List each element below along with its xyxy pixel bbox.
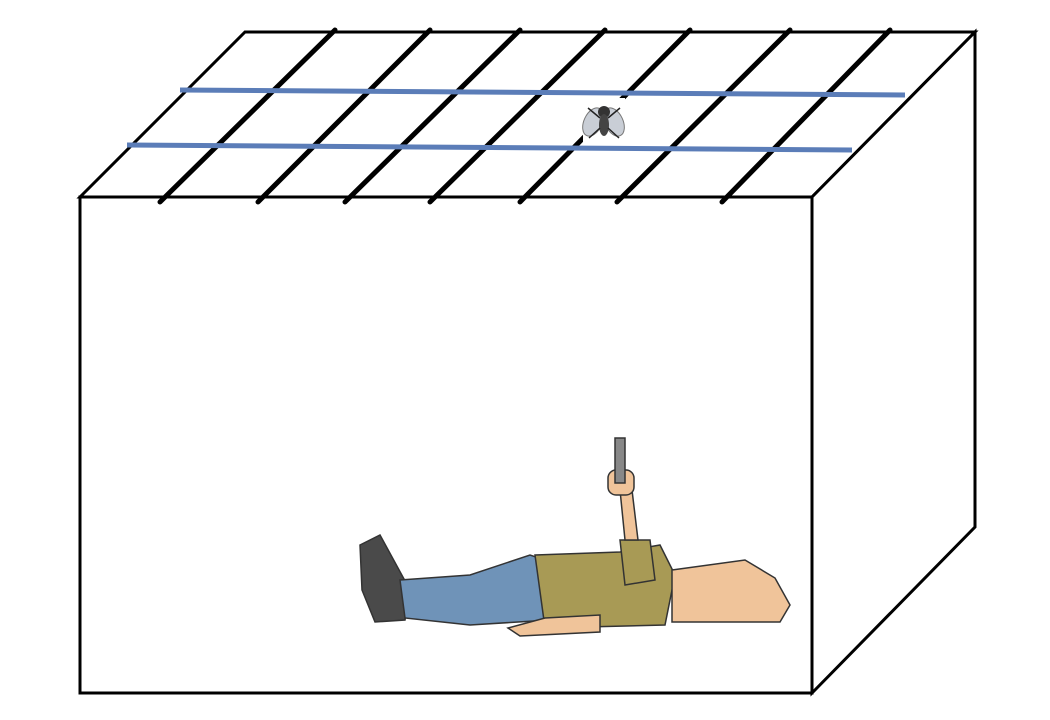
man-shoes xyxy=(359,534,411,623)
grid-bars xyxy=(157,27,893,205)
stick xyxy=(614,437,626,484)
man xyxy=(359,437,791,637)
grid-bar xyxy=(157,27,338,205)
man-sleeve xyxy=(619,539,656,586)
grid-bar xyxy=(719,27,893,205)
blue-rail xyxy=(179,87,906,98)
grid-bar xyxy=(255,27,433,205)
man-shirt xyxy=(534,544,676,629)
grid-bar xyxy=(427,27,608,205)
man-head xyxy=(671,559,791,623)
fly-legs xyxy=(587,107,621,139)
fly-body xyxy=(599,114,609,136)
fly xyxy=(582,98,625,143)
man-arm xyxy=(506,614,601,637)
fly-head xyxy=(598,106,610,118)
blue-rail xyxy=(126,142,853,153)
grid-bar xyxy=(342,27,523,205)
grid-bar xyxy=(614,27,793,205)
